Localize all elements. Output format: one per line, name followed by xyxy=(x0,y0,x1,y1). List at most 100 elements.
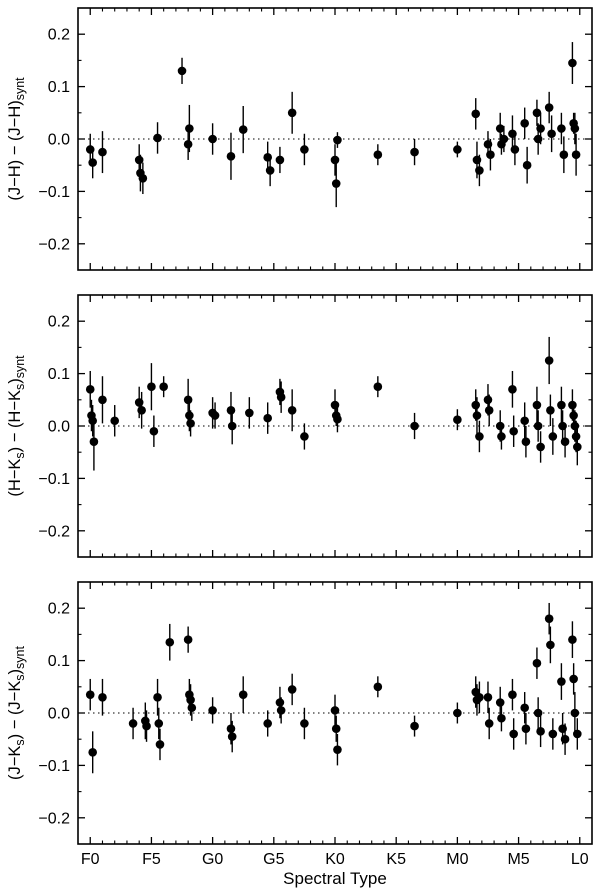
data-point xyxy=(155,740,165,749)
data-point xyxy=(373,382,383,392)
data-point xyxy=(548,729,558,739)
y-axis-title: (J−H) − (J−H)synt xyxy=(6,77,27,201)
data-point xyxy=(520,703,529,713)
data-point xyxy=(98,692,107,702)
x-tick-label: G0 xyxy=(202,851,223,868)
data-point xyxy=(521,724,531,734)
data-point xyxy=(509,729,518,739)
y-tick-label: 0.0 xyxy=(48,706,70,723)
data-point xyxy=(153,692,162,702)
data-point xyxy=(499,134,509,144)
data-point xyxy=(520,118,529,128)
data-point xyxy=(557,677,566,686)
data-point xyxy=(532,400,542,410)
data-point xyxy=(453,145,462,154)
data-point xyxy=(265,166,275,175)
data-point xyxy=(484,405,494,415)
data-point xyxy=(410,147,419,157)
data-point xyxy=(85,690,95,699)
data-point xyxy=(287,685,297,694)
x-tick-label: G5 xyxy=(263,851,284,868)
data-point xyxy=(483,692,493,702)
data-point xyxy=(165,637,175,647)
data-point xyxy=(138,174,148,183)
data-point xyxy=(88,416,97,426)
data-point xyxy=(227,421,237,431)
data-point xyxy=(89,437,99,447)
data-point xyxy=(275,698,285,707)
data-point xyxy=(208,706,217,715)
data-point xyxy=(185,411,194,420)
data-point xyxy=(287,108,297,118)
data-point xyxy=(484,719,494,728)
data-point xyxy=(300,719,309,728)
data-point xyxy=(569,674,578,684)
data-point xyxy=(333,135,342,145)
data-point xyxy=(187,703,197,713)
data-point xyxy=(546,405,555,415)
data-point xyxy=(226,151,236,161)
data-point xyxy=(495,698,505,707)
data-point xyxy=(471,109,481,119)
panel-frame xyxy=(77,294,593,558)
data-point xyxy=(333,745,342,754)
data-point xyxy=(510,145,520,154)
data-point xyxy=(275,155,285,165)
data-point xyxy=(495,124,505,133)
x-tick-label: F0 xyxy=(81,851,100,868)
panel-frame xyxy=(77,581,593,845)
data-point xyxy=(208,134,217,144)
data-point xyxy=(226,405,236,415)
panel-frame xyxy=(77,7,593,271)
data-point xyxy=(245,408,254,418)
y-tick-label: 0.1 xyxy=(48,79,70,96)
data-point xyxy=(226,724,236,734)
data-point xyxy=(410,721,419,731)
x-tick-label: M0 xyxy=(446,851,468,868)
y-tick-label: 0.0 xyxy=(48,132,70,149)
data-point xyxy=(508,385,517,394)
data-point xyxy=(559,150,569,160)
data-point xyxy=(154,719,164,728)
data-point xyxy=(472,411,482,420)
data-point xyxy=(546,640,555,650)
data-point xyxy=(186,419,195,428)
data-point xyxy=(544,614,554,623)
data-point xyxy=(183,395,193,405)
data-point xyxy=(331,724,341,734)
data-point xyxy=(495,421,505,431)
panel-3: −0.2 −0.1 0.0 0.1 0.2 F0 F5 G0 G5 K0 K5 M0 M5 L0 (J−Ks… xyxy=(6,581,593,868)
data-point xyxy=(453,708,462,718)
data-point xyxy=(149,426,159,436)
y-tick-label: −0.2 xyxy=(38,810,70,827)
data-point xyxy=(183,635,193,644)
data-point xyxy=(276,392,286,402)
data-point xyxy=(475,432,484,441)
data-point xyxy=(287,405,297,415)
data-point xyxy=(532,108,542,118)
data-point xyxy=(557,400,566,410)
data-point xyxy=(544,103,554,112)
data-point xyxy=(453,415,462,425)
data-point xyxy=(147,382,156,392)
data-point xyxy=(110,416,120,426)
data-point xyxy=(185,124,194,133)
data-point xyxy=(569,411,578,420)
data-point xyxy=(571,432,581,441)
data-point xyxy=(536,727,545,736)
data-point xyxy=(560,734,570,744)
data-point xyxy=(134,155,144,165)
y-tick-label: −0.1 xyxy=(38,184,70,201)
x-tick-label: M5 xyxy=(507,851,529,868)
data-point xyxy=(471,400,481,410)
data-point xyxy=(475,692,484,702)
y-tick-label: −0.1 xyxy=(38,758,70,775)
data-point xyxy=(98,147,107,157)
data-point xyxy=(373,150,383,160)
data-point xyxy=(568,58,577,68)
data-point xyxy=(573,442,582,452)
x-axis-title: Spectral Type xyxy=(283,869,387,888)
x-tick-label: K5 xyxy=(386,851,406,868)
data-point xyxy=(128,719,138,728)
